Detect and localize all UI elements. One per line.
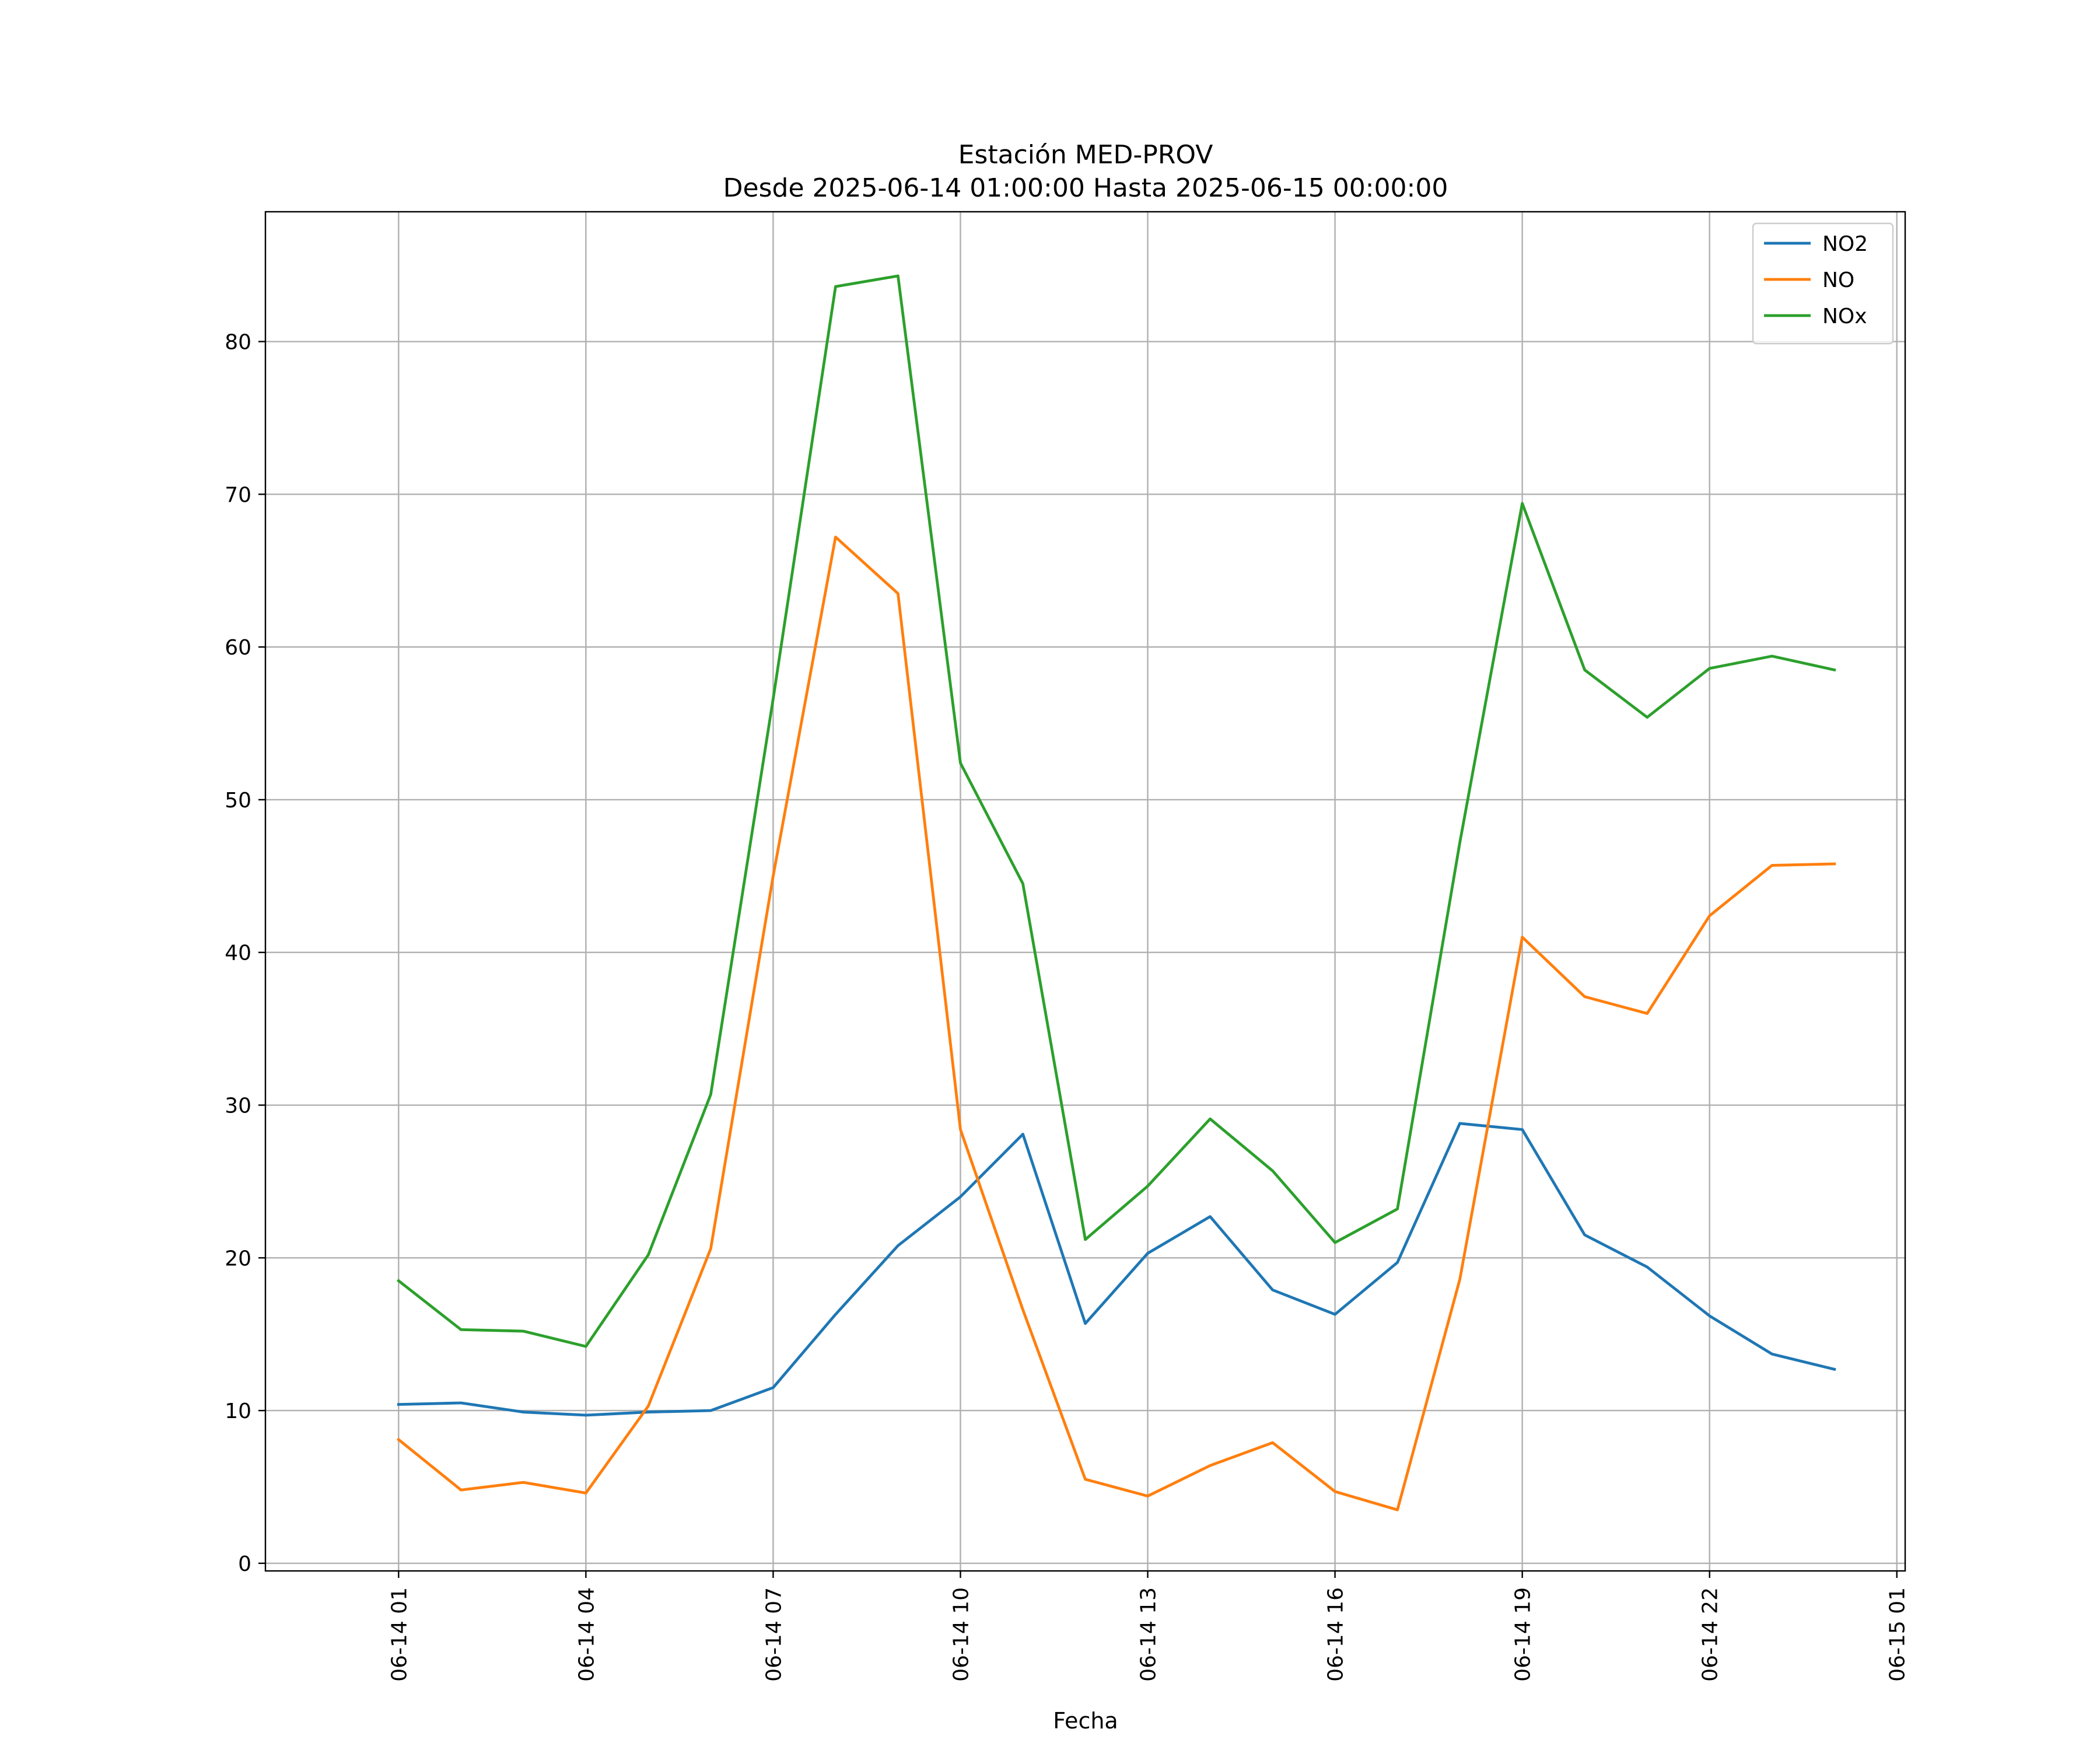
data-point (398, 1404, 399, 1405)
data-point (1085, 1323, 1086, 1324)
legend-label: NO2 (1822, 232, 1868, 256)
x-tick-label: 06-14 04 (575, 1587, 598, 1682)
x-tick-label: 06-14 01 (387, 1587, 411, 1682)
y-tick-label: 80 (225, 331, 251, 355)
data-point (960, 1196, 961, 1197)
data-point (960, 763, 961, 764)
data-point (1147, 1253, 1148, 1254)
x-tick-label: 06-14 10 (949, 1587, 973, 1682)
data-point (1834, 863, 1835, 864)
chart-subtitle: Desde 2025-06-14 01:00:00 Hasta 2025-06-… (723, 173, 1448, 203)
data-point (1584, 1235, 1585, 1236)
plot-area-frame (264, 211, 1906, 1572)
y-tick-label: 40 (225, 942, 251, 965)
data-point (710, 1094, 711, 1095)
series-no2 (397, 1122, 1836, 1417)
series-line-no (396, 536, 1836, 1511)
data-point (523, 1482, 524, 1483)
y-tick-label: 30 (225, 1094, 251, 1118)
data-point (773, 1387, 774, 1388)
data-point (1834, 1369, 1835, 1370)
data-point (1085, 1239, 1086, 1240)
data-point (960, 1129, 961, 1130)
x-tick-label: 06-14 13 (1137, 1587, 1161, 1682)
data-point (710, 1248, 711, 1249)
x-tick-label: 06-14 19 (1511, 1587, 1535, 1682)
data-point (398, 1439, 399, 1440)
legend-label: NO (1822, 268, 1854, 292)
x-tick-label: 06-14 22 (1699, 1587, 1723, 1682)
y-tick-label: 60 (225, 636, 251, 660)
legend: NO2 NO NOx (1752, 222, 1894, 345)
y-tick-label: 10 (225, 1399, 251, 1423)
legend-box (1752, 222, 1894, 345)
data-point (1397, 1262, 1398, 1263)
y-tick-label: 0 (238, 1552, 251, 1576)
series-line-no2 (397, 1122, 1836, 1417)
x-axis-ticks: 06-14 01 06-14 04 06-14 07 06-14 10 06-14 13… (387, 1571, 1910, 1682)
data-point (398, 1280, 399, 1281)
y-tick-label: 20 (225, 1247, 251, 1270)
grid-lines (265, 212, 1905, 1571)
series-no (396, 536, 1836, 1511)
data-point (1709, 915, 1710, 916)
data-point (523, 1331, 524, 1332)
data-point (710, 1410, 711, 1411)
data-point (1584, 996, 1585, 997)
series-line-nox (396, 274, 1836, 1348)
chart-title: Estación MED-PROV (958, 140, 1213, 170)
x-tick-label: 06-14 16 (1324, 1587, 1348, 1682)
y-tick-label: 70 (225, 483, 251, 507)
data-point (1709, 1315, 1710, 1316)
legend-label: NOx (1822, 304, 1867, 328)
x-tick-label: 06-15 01 (1886, 1587, 1910, 1682)
series-nox (396, 274, 1836, 1348)
data-point (835, 1314, 836, 1315)
y-tick-label: 50 (225, 789, 251, 813)
data-point (835, 286, 836, 287)
y-axis-ticks: 0 10 20 30 40 50 60 70 80 (225, 331, 265, 1576)
series-lines (396, 274, 1836, 1511)
x-axis-label: Fecha (1053, 1708, 1118, 1734)
x-tick-label: 06-14 07 (762, 1587, 786, 1682)
